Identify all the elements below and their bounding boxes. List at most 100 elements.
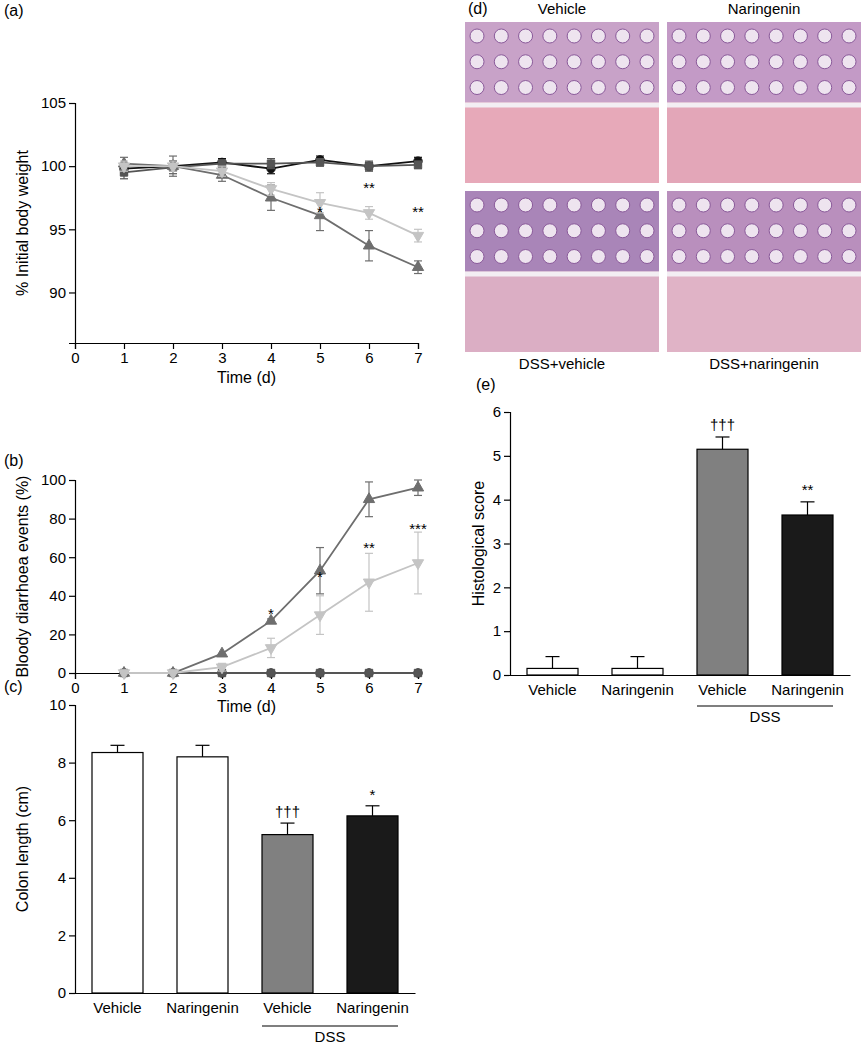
marker: [118, 670, 129, 680]
bar: [782, 515, 833, 675]
tick-label: 6: [365, 349, 373, 366]
error-bar: [267, 159, 275, 169]
figure: 012345679095100105*****Time (d)% Initial…: [0, 0, 861, 1050]
tick-label: 80: [49, 510, 66, 527]
error-bar: [366, 806, 380, 816]
marker: [365, 162, 372, 169]
tick: 2: [58, 927, 75, 944]
marker: [216, 647, 227, 657]
annotation: *: [268, 605, 274, 622]
tick-label: 2: [58, 927, 66, 944]
y-axis-title: Histological score: [470, 481, 487, 606]
y-axis-title: Bloody diarrhoea events (%): [14, 476, 31, 678]
tick-mark: [69, 229, 75, 230]
axis: VehicleNaringeninVehicleNaringenin: [511, 675, 851, 698]
tick-mark: [69, 878, 75, 879]
tick-label: 1: [120, 679, 128, 696]
tick-label: Vehicle: [263, 999, 311, 1016]
group-bracket: [697, 705, 833, 706]
tick: 8: [58, 754, 75, 771]
plot-area: [118, 156, 423, 274]
marker: [314, 612, 325, 622]
panel-label: (a): [4, 2, 24, 19]
marker: [167, 670, 178, 680]
error-bar: [365, 161, 373, 171]
series-line: [124, 164, 418, 268]
group-label: DSS: [750, 708, 781, 725]
marker: [414, 669, 422, 677]
tick: 4: [267, 343, 275, 366]
tick-mark: [69, 480, 75, 481]
tick: 60: [49, 549, 75, 566]
tick: 4: [493, 491, 510, 508]
tick-mark: [69, 705, 75, 706]
tick-label: 6: [493, 403, 501, 420]
x-axis-title: Time (d): [217, 698, 276, 715]
axis: 020406080100: [41, 471, 76, 681]
axis: 90 95 100 105: [41, 94, 76, 343]
tick: Vehicle: [528, 675, 576, 698]
tick-mark: [69, 935, 75, 936]
panel: 012345679095100105*****Time (d)% Initial…: [4, 2, 424, 386]
series-line: [124, 488, 418, 673]
annotation: **: [412, 203, 424, 220]
marker: [363, 579, 374, 589]
annotation: ***: [409, 520, 427, 537]
tick: 6: [58, 812, 75, 829]
tick: Vehicle: [263, 993, 311, 1016]
bar: [262, 835, 313, 993]
error-bar: [365, 162, 373, 170]
tick-label: 8: [58, 754, 66, 771]
tick: 0: [71, 343, 79, 366]
error-bar: [196, 745, 210, 757]
annotation: **: [802, 481, 814, 498]
marker: [267, 160, 274, 167]
tick-label: 0: [58, 984, 66, 1001]
axis-line: [69, 481, 76, 674]
annotation: *: [317, 568, 323, 585]
tick-label: 1: [493, 622, 501, 639]
tick-label: 100: [41, 157, 66, 174]
tick-label: Naringenin: [336, 999, 409, 1016]
panel: VehicleNaringeninVehicleNaringenin0 1 2 3 4 5…: [470, 376, 850, 725]
tick: 7: [414, 343, 422, 366]
tick-label: Vehicle: [93, 999, 141, 1016]
image-label: DSS+naringenin: [709, 355, 819, 372]
tick: 3: [493, 535, 510, 552]
tick-label: 90: [49, 284, 66, 301]
tick-mark: [504, 456, 510, 457]
tick-label: 2: [169, 679, 177, 696]
tick: 0: [493, 666, 510, 683]
tick-mark: [504, 543, 510, 544]
tick-label: Vehicle: [528, 681, 576, 698]
tick-label: 105: [41, 94, 66, 111]
marker: [267, 669, 274, 676]
tick-label: 95: [49, 221, 66, 238]
marker: [216, 168, 227, 178]
panel: VehicleNaringeninVehicleNaringenin024681…: [4, 678, 416, 1045]
tick: 95: [49, 221, 75, 238]
marker: [265, 186, 276, 196]
tick-label: 3: [218, 679, 226, 696]
error-bar: [546, 657, 560, 669]
tick: 5: [493, 447, 510, 464]
marker: [412, 481, 423, 491]
plot-area: [92, 745, 398, 993]
bar: [697, 449, 748, 675]
micrograph: [667, 22, 861, 183]
tick-label: 0: [58, 664, 66, 681]
tick-label: Naringenin: [166, 999, 239, 1016]
series-line: [124, 166, 418, 235]
axis-line: [69, 706, 76, 994]
error-bar: [281, 823, 295, 835]
image-label: Naringenin: [728, 0, 801, 17]
marker: [365, 669, 372, 676]
micrograph: [465, 22, 659, 183]
tick-mark: [69, 103, 75, 104]
tick-label: 2: [493, 579, 501, 596]
tick-mark: [69, 993, 75, 994]
group-label: DSS: [315, 1028, 346, 1045]
tick-label: 60: [49, 549, 66, 566]
bar: [92, 753, 143, 993]
marker: [363, 210, 374, 220]
